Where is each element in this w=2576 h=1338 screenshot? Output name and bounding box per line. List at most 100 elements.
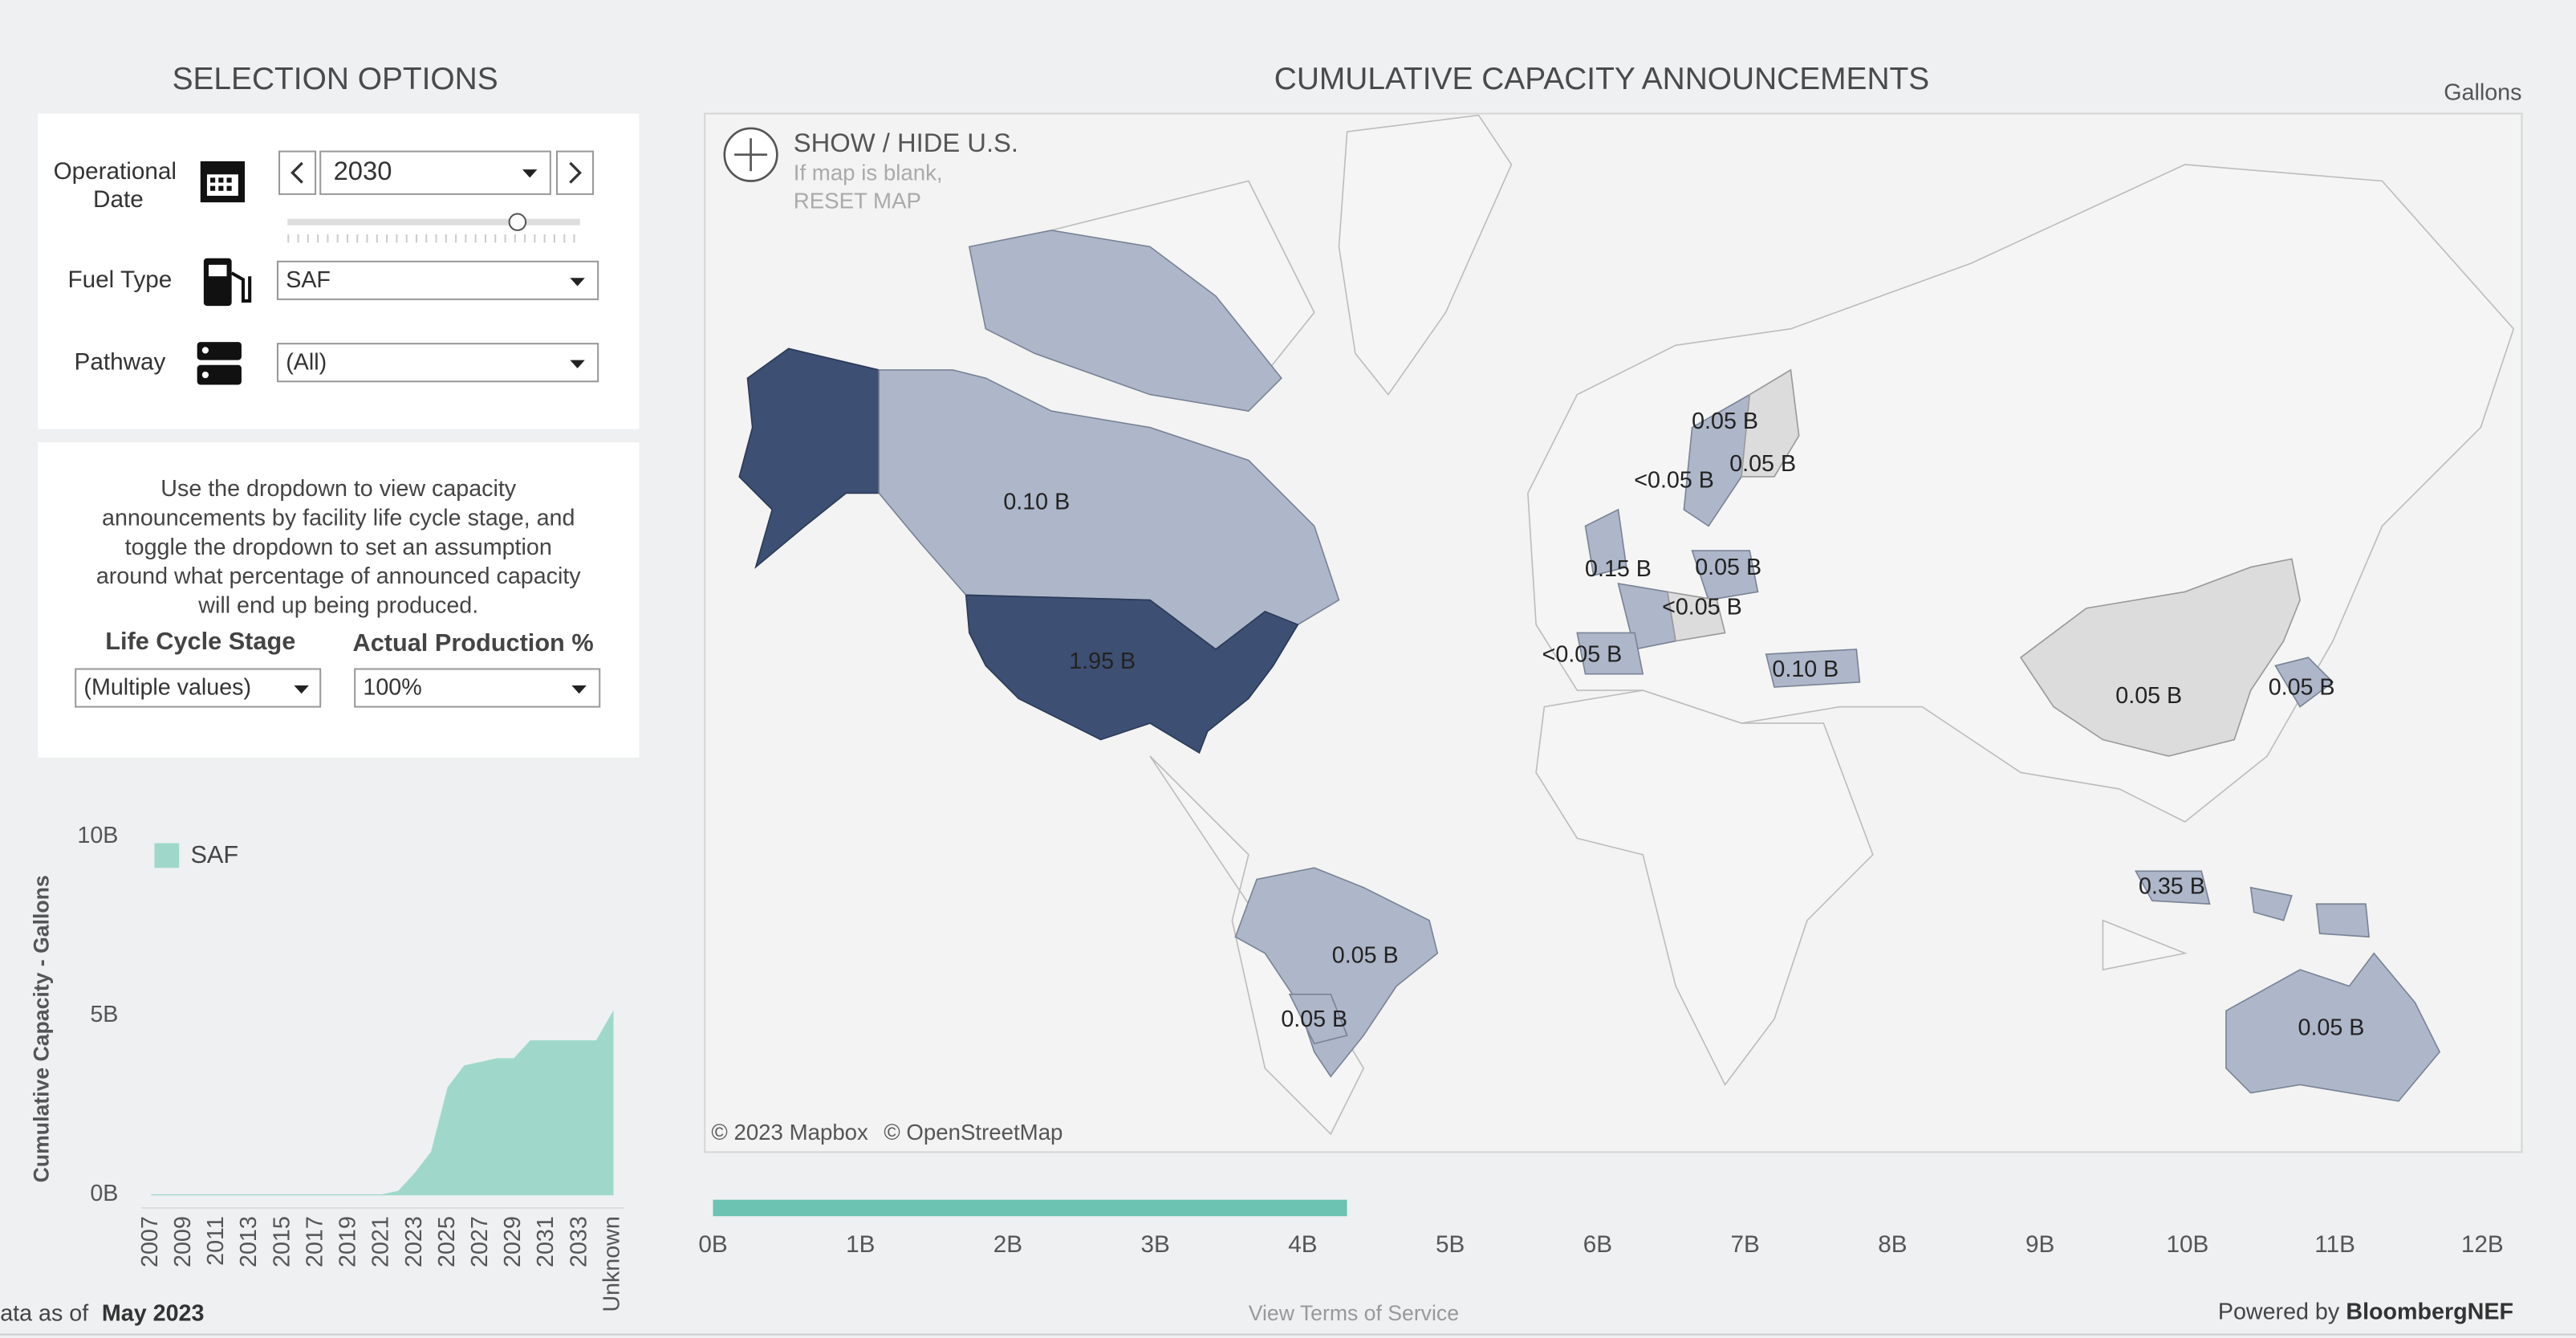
year-dropdown[interactable]	[319, 150, 551, 195]
dropdown-caret	[522, 169, 538, 178]
region-label: 0.05 B	[1729, 451, 1796, 477]
legend-label: SAF	[190, 840, 238, 868]
pathway-value: (All)	[286, 349, 327, 375]
calendar-icon	[200, 161, 246, 203]
prev-arrow	[291, 161, 303, 184]
region-label: <0.05 B	[1542, 642, 1623, 668]
region-label: 0.10 B	[1003, 489, 1070, 514]
panel-title: SELECTION OPTIONS	[173, 62, 498, 96]
pathway-icon	[197, 342, 242, 385]
x-tick-label: 3B	[1141, 1231, 1170, 1258]
y-axis-title: Cumulative Capacity - Gallons	[29, 875, 53, 1182]
description-line: toggle the dropdown to set an assumption	[125, 535, 552, 560]
terms-link[interactable]: View Terms of Service	[1249, 1301, 1459, 1325]
region-label: 0.05 B	[1695, 555, 1761, 580]
dropdown-caret	[570, 278, 585, 287]
stage-value: (Multiple values)	[83, 675, 251, 701]
x-tick-label: 2027	[467, 1216, 493, 1267]
region-label: 1.95 B	[1069, 649, 1136, 674]
map-title: CUMULATIVE CAPACITY ANNOUNCEMENTS	[1274, 62, 1930, 96]
x-tick-label: 8B	[1878, 1231, 1907, 1258]
option-label: Operational	[54, 158, 177, 185]
x-tick-label: 2033	[566, 1216, 591, 1267]
unit-label: Gallons	[2444, 80, 2521, 106]
x-tick-label: Unknown	[599, 1216, 624, 1312]
hint: RESET MAP	[794, 188, 921, 213]
x-tick-label: 2B	[993, 1231, 1022, 1258]
slider-handle[interactable]	[508, 213, 527, 231]
region-label: <0.05 B	[1634, 468, 1714, 494]
y-tick-label: 0B	[90, 1181, 118, 1206]
fuel-icon	[203, 258, 252, 307]
x-tick-label: 5B	[1436, 1231, 1465, 1258]
region-label: 0.05 B	[1281, 1007, 1347, 1032]
legend-swatch	[154, 843, 180, 868]
x-tick-label: 12B	[2461, 1231, 2504, 1258]
region-label: 0.05 B	[1692, 409, 1758, 434]
area	[151, 1010, 614, 1196]
x-tick-label: 4B	[1288, 1231, 1317, 1258]
data-date: May 2023	[102, 1301, 204, 1327]
filter-label: Life Cycle Stage	[105, 627, 295, 655]
hint: If map is blank,	[794, 161, 943, 185]
powered-by: Powered by	[2218, 1299, 2340, 1325]
next-button[interactable]	[555, 150, 595, 195]
production-value: 100%	[363, 675, 421, 701]
x-tick-label: 2031	[533, 1216, 559, 1267]
region-label: 0.05 B	[2115, 683, 2182, 709]
x-tick-label: 2029	[500, 1216, 526, 1267]
option-label: Pathway	[75, 349, 166, 376]
x-tick-label: 2015	[269, 1216, 295, 1267]
region-label: 0.05 B	[2298, 1015, 2365, 1040]
x-tick-label: 2009	[170, 1216, 196, 1267]
toggle-label[interactable]: SHOW / HIDE U.S.	[794, 128, 1018, 157]
y-tick-label: 5B	[90, 1002, 118, 1027]
x-tick-label: 2011	[203, 1216, 229, 1266]
x-tick-label: 2025	[434, 1216, 460, 1267]
attribution[interactable]: © 2023 Mapbox	[711, 1120, 868, 1145]
x-tick-label: 10B	[2166, 1231, 2208, 1258]
fuel-value: SAF	[286, 267, 331, 293]
region-label: 0.05 B	[2269, 675, 2335, 701]
description-line: announcements by facility life cycle sta…	[102, 505, 575, 531]
brand: BloombergNEF	[2346, 1299, 2513, 1325]
y-tick-label: 10B	[77, 823, 118, 848]
stage-dropdown[interactable]	[75, 668, 322, 708]
pathway-dropdown[interactable]	[276, 343, 599, 383]
region-label: 0.10 B	[1772, 657, 1839, 682]
fuel-dropdown[interactable]	[276, 260, 599, 300]
year-value: 2030	[334, 156, 392, 185]
x-tick-label: 9B	[2025, 1231, 2054, 1258]
option-label: Fuel Type	[68, 266, 173, 293]
toggle-us[interactable]	[723, 127, 778, 182]
x-tick-label: 11B	[2314, 1231, 2355, 1258]
region-label: 0.35 B	[2139, 873, 2205, 899]
description-line: Use the dropdown to view capacity	[160, 476, 516, 502]
region-label: <0.05 B	[1662, 594, 1742, 620]
x-tick-label: 2007	[137, 1216, 163, 1267]
description-line: around what percentage of announced capa…	[96, 563, 581, 589]
x-tick-label: 2017	[302, 1216, 327, 1267]
attribution[interactable]: © OpenStreetMap	[884, 1120, 1062, 1145]
dropdown-caret	[570, 360, 585, 368]
x-tick-label: 2013	[236, 1216, 262, 1267]
prev-button[interactable]	[278, 150, 317, 195]
bar	[713, 1199, 1347, 1217]
dropdown-caret	[294, 685, 309, 694]
option-label: Date	[93, 186, 144, 213]
x-tick-label: 7B	[1730, 1231, 1759, 1258]
production-dropdown[interactable]	[354, 668, 601, 708]
next-arrow	[569, 161, 582, 184]
data-as-of: Data as of	[0, 1301, 88, 1327]
region-label: 0.05 B	[1332, 942, 1399, 968]
x-tick-label: 0B	[698, 1231, 727, 1258]
region-label: 0.15 B	[1585, 556, 1652, 582]
description-line: will end up being produced.	[197, 593, 478, 619]
x-tick-label: 2019	[335, 1216, 361, 1267]
x-tick-label: 2021	[368, 1216, 394, 1267]
x-tick-label: 6B	[1583, 1231, 1612, 1258]
x-tick-label: 2023	[401, 1216, 427, 1267]
filter-label: Actual Production %	[353, 628, 594, 657]
map-labels: 0.10 B 1.95 B 0.05 B <0.05 B 0.05 B 0.15…	[1003, 409, 2364, 1040]
